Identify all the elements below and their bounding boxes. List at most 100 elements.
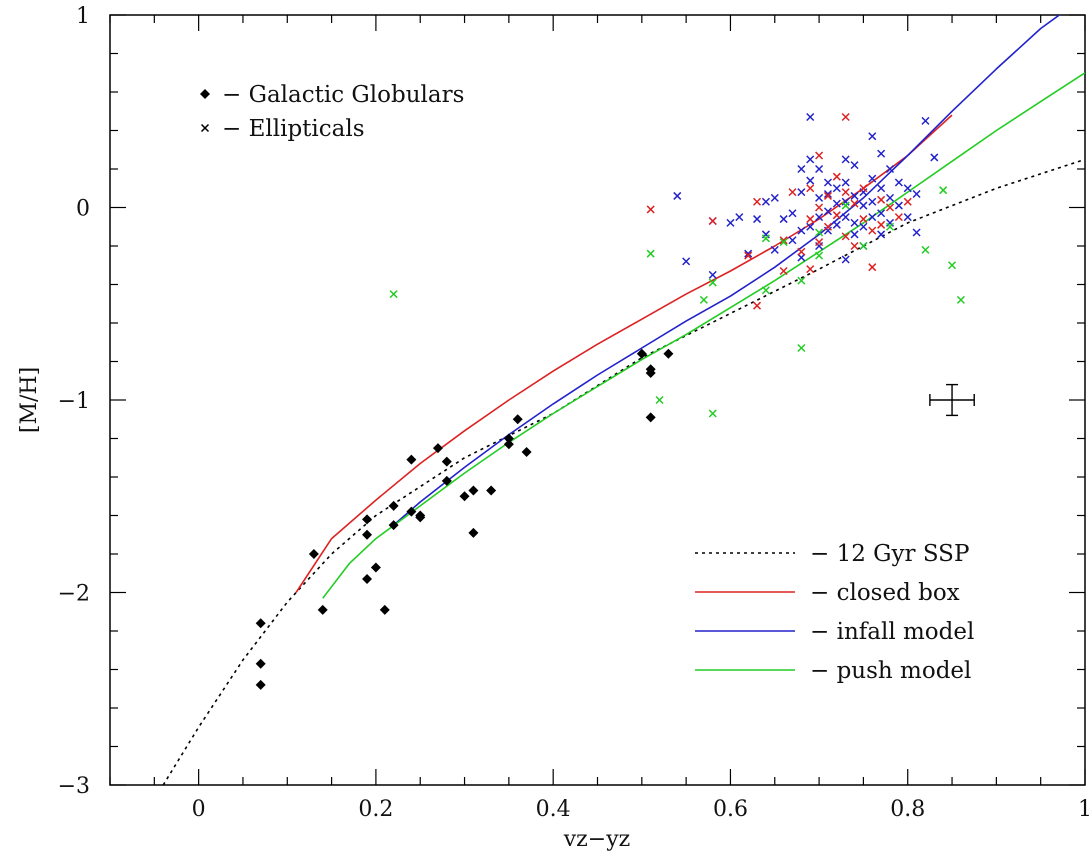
point-globulars — [441, 475, 452, 486]
point-ellipticals-blue — [903, 213, 912, 222]
point-ellipticals-green — [859, 241, 868, 251]
legend-label: − push model — [810, 658, 971, 684]
point-globulars — [512, 414, 523, 425]
point-ellipticals-blue — [850, 230, 859, 239]
point-globulars — [486, 485, 497, 496]
point-ellipticals-blue — [744, 249, 753, 258]
point-globulars — [379, 604, 390, 615]
point-ellipticals-red — [815, 151, 824, 160]
point-globulars — [388, 520, 399, 531]
point-ellipticals-blue — [779, 215, 788, 224]
error-bar — [929, 383, 975, 417]
point-ellipticals-red — [797, 247, 806, 256]
axis-ticks — [109, 14, 1086, 786]
legend-diamond-marker — [200, 89, 210, 99]
point-ellipticals-red — [859, 215, 868, 224]
x-tick-label: 0.4 — [536, 797, 571, 822]
point-ellipticals-blue — [823, 189, 832, 199]
point-globulars — [308, 549, 319, 559]
legend-cross-marker — [200, 123, 210, 133]
point-globulars — [362, 514, 373, 525]
model-lines — [162, 15, 1085, 785]
data-points — [255, 112, 965, 690]
x-tick-label: 1 — [1078, 797, 1092, 822]
point-ellipticals-blue — [868, 132, 877, 141]
line-legend: − 12 Gyr SSP − closed box − infall model − … — [695, 541, 974, 684]
point-globulars — [503, 439, 514, 450]
point-ellipticals-blue — [894, 201, 903, 210]
point-globulars — [468, 485, 479, 496]
line-infall — [393, 15, 1061, 526]
x-tick-label: 0.6 — [713, 797, 748, 822]
point-ellipticals-green — [761, 234, 770, 243]
point-ellipticals-blue — [788, 209, 797, 218]
point-ellipticals-green — [389, 290, 398, 299]
point-ellipticals-blue — [850, 161, 859, 170]
point-globulars — [317, 604, 328, 615]
point-ellipticals-green — [708, 409, 717, 418]
point-ellipticals-red — [894, 213, 903, 222]
point-globulars — [362, 574, 373, 585]
point-ellipticals-blue — [753, 215, 762, 224]
marker-legend: − Galactic Globulars − Ellipticals — [200, 82, 464, 142]
point-ellipticals-blue — [806, 222, 815, 231]
point-ellipticals-blue — [868, 213, 877, 222]
point-ellipticals-blue — [877, 184, 886, 193]
point-ellipticals-red — [877, 220, 886, 229]
point-ellipticals-blue — [894, 178, 903, 187]
point-ellipticals-red — [779, 236, 788, 245]
point-globulars — [521, 446, 532, 457]
legend-label: − Galactic Globulars — [222, 82, 464, 108]
point-ellipticals-blue — [673, 191, 682, 200]
point-ellipticals-blue — [841, 213, 850, 222]
point-ellipticals-green — [797, 276, 806, 285]
point-ellipticals-red — [832, 211, 841, 220]
point-ellipticals-blue — [912, 228, 921, 237]
point-ellipticals-red — [708, 216, 717, 226]
axis-tick-labels: 0 0.2 0.4 0.6 0.8 1 1 0 −1 −2 −3 — [58, 4, 1092, 822]
point-ellipticals-blue — [726, 218, 735, 227]
point-ellipticals-blue — [841, 255, 850, 264]
point-ellipticals-red — [850, 241, 859, 251]
point-ellipticals-blue — [832, 220, 841, 229]
point-globulars — [503, 433, 514, 444]
point-ellipticals-blue — [850, 218, 859, 227]
point-ellipticals-blue — [832, 199, 841, 208]
point-globulars — [459, 491, 470, 502]
point-globulars — [432, 443, 443, 454]
point-ellipticals-red — [646, 205, 655, 214]
point-ellipticals-red — [841, 188, 850, 197]
point-globulars — [441, 456, 452, 467]
y-tick-label: −2 — [58, 582, 90, 607]
point-ellipticals-red — [806, 265, 815, 274]
point-ellipticals-red — [815, 238, 824, 247]
point-globulars — [255, 679, 266, 690]
point-ellipticals-red — [877, 195, 886, 204]
point-ellipticals-green — [646, 249, 655, 258]
point-globulars — [255, 618, 266, 629]
point-ellipticals-red — [823, 222, 832, 231]
point-ellipticals-blue — [788, 236, 797, 245]
point-ellipticals-blue — [921, 116, 930, 125]
point-globulars — [663, 348, 674, 359]
point-globulars — [406, 506, 417, 517]
point-globulars — [406, 454, 417, 465]
point-ellipticals-blue — [912, 189, 921, 199]
y-tick-label: 1 — [76, 4, 90, 29]
point-ellipticals-red — [753, 197, 762, 206]
point-globulars — [415, 512, 426, 523]
point-ellipticals-green — [815, 228, 824, 237]
point-ellipticals-red — [753, 301, 762, 310]
point-ellipticals-red — [815, 203, 824, 212]
legend-label: − infall model — [810, 619, 974, 645]
point-ellipticals-blue — [770, 245, 779, 254]
point-ellipticals-blue — [815, 164, 824, 174]
point-ellipticals-red — [779, 266, 788, 276]
point-ellipticals-red — [859, 184, 868, 193]
point-ellipticals-blue — [770, 193, 779, 202]
point-globulars — [362, 529, 373, 540]
line-closed — [295, 114, 953, 593]
point-ellipticals-red — [868, 263, 877, 272]
y-tick-label: −1 — [58, 389, 90, 414]
point-ellipticals-red — [744, 251, 753, 260]
